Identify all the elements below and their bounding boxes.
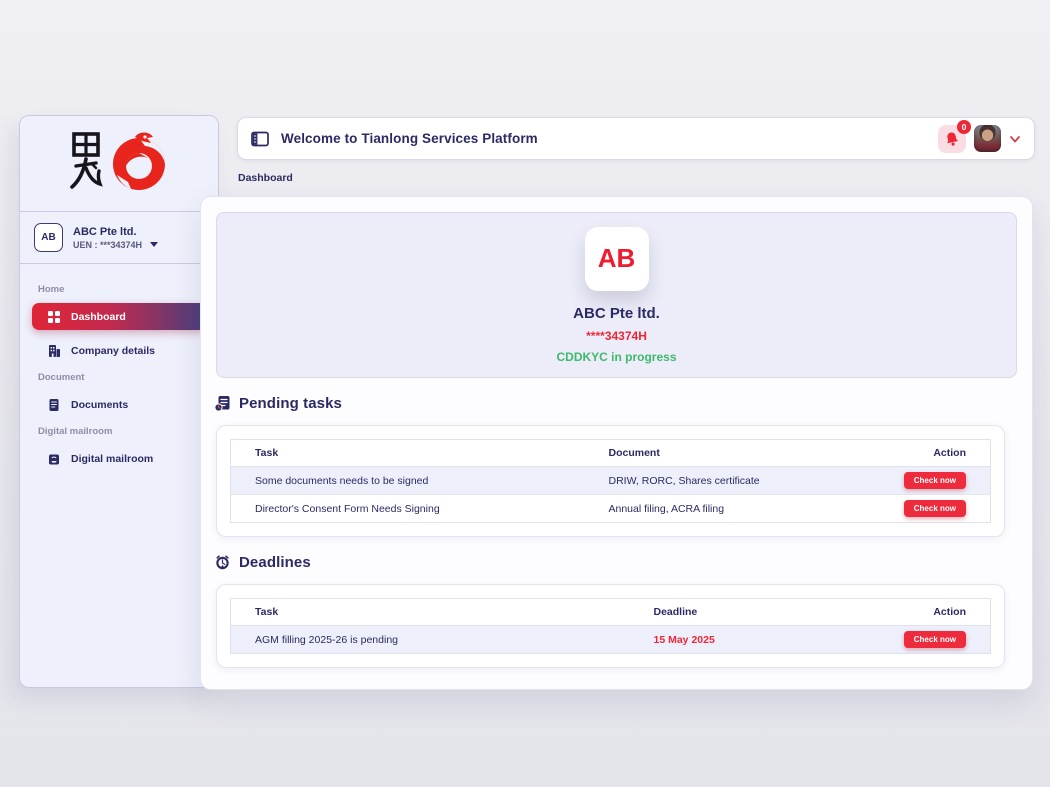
table-header-row: Task Deadline Action — [230, 598, 991, 626]
sidebar: AB ABC Pte ltd. UEN : ***34374H Home Das… — [19, 115, 219, 688]
pending-tasks-card: Task Document Action Some documents need… — [216, 425, 1005, 537]
column-header-action: Action — [842, 598, 991, 626]
logo-section — [20, 116, 218, 212]
main-content: AB ABC Pte ltd. ****34374H CDDKYC in pro… — [200, 196, 1033, 690]
check-now-button[interactable]: Check now — [903, 500, 966, 517]
breadcrumb: Dashboard — [238, 172, 293, 184]
company-selector[interactable]: AB ABC Pte ltd. UEN : ***34374H — [20, 212, 218, 264]
notifications-button[interactable]: 0 — [938, 119, 971, 153]
table-row: AGM filling 2025-26 is pending 15 May 20… — [230, 625, 991, 654]
avatar[interactable] — [974, 125, 1001, 152]
company-name: ABC Pte ltd. — [573, 304, 660, 322]
column-header-task: Task — [230, 598, 630, 626]
logo-characters-icon — [69, 130, 103, 197]
company-uen-masked: ****34374H — [586, 328, 647, 343]
check-now-button[interactable]: Check now — [903, 631, 966, 648]
company-selector-uen: UEN : ***34374H — [73, 239, 143, 250]
pending-tasks-heading: Pending tasks — [214, 395, 1017, 412]
building-icon — [47, 344, 61, 358]
deadline-cell: 15 May 2025 — [629, 625, 843, 654]
column-header-deadline: Deadline — [629, 598, 843, 626]
section-title: Deadlines — [239, 554, 311, 571]
sidebar-item-dashboard[interactable]: Dashboard — [32, 303, 206, 330]
deadlines-card: Task Deadline Action AGM filling 2025-26… — [216, 584, 1005, 668]
company-selector-name: ABC Pte ltd. — [73, 226, 137, 239]
column-header-task: Task — [230, 439, 585, 467]
chevron-down-icon — [150, 242, 159, 248]
panel-left-icon[interactable] — [251, 131, 269, 147]
sidebar-item-label: Digital mailroom — [71, 452, 154, 465]
sidebar-item-label: Dashboard — [71, 310, 126, 323]
phoenix-icon — [109, 129, 169, 198]
page-title: Welcome to Tianlong Services Platform — [281, 131, 538, 146]
document-icon — [47, 398, 61, 412]
kyc-status: CDDKYC in progress — [556, 349, 677, 364]
task-cell: Some documents needs to be signed — [230, 466, 585, 495]
topbar: Welcome to Tianlong Services Platform 0 — [237, 117, 1035, 160]
task-cell: Director's Consent Form Needs Signing — [255, 502, 440, 515]
sidebar-item-label: Company details — [71, 344, 156, 357]
sidebar-nav: Home Dashboard Company details Document … — [20, 264, 218, 472]
bell-icon — [947, 132, 959, 146]
sidebar-item-label: Documents — [71, 398, 129, 411]
column-header-document: Document — [584, 439, 843, 467]
table-header-row: Task Document Action — [230, 439, 991, 467]
nav-section-digital-mailroom: Digital mailroom — [38, 426, 113, 437]
document-cell: Annual filing, ACRA filing — [608, 502, 725, 515]
nav-section-document: Document — [38, 372, 85, 383]
chevron-down-icon[interactable] — [1009, 133, 1021, 145]
pending-tasks-table: Task Document Action Some documents need… — [230, 439, 991, 523]
company-initials-badge: AB — [34, 223, 63, 252]
table-row: Some documents needs to be signed DRIW, … — [230, 466, 991, 495]
sidebar-item-company-details[interactable]: Company details — [32, 337, 206, 364]
section-title: Pending tasks — [239, 395, 342, 412]
grid-icon — [47, 310, 61, 324]
nav-section-home: Home — [38, 284, 65, 295]
tianlong-logo — [69, 129, 169, 198]
notification-badge: 0 — [957, 119, 971, 134]
company-avatar: AB — [584, 226, 649, 291]
deadlines-heading: Deadlines — [214, 554, 1017, 571]
check-now-button[interactable]: Check now — [903, 472, 966, 489]
table-row: Director's Consent Form Needs Signing An… — [231, 495, 991, 523]
task-document-icon — [214, 395, 231, 412]
task-cell: AGM filling 2025-26 is pending — [230, 625, 630, 654]
sidebar-item-documents[interactable]: Documents — [32, 391, 206, 418]
company-summary-card: AB ABC Pte ltd. ****34374H CDDKYC in pro… — [216, 212, 1017, 378]
document-cell: DRIW, RORC, Shares certificate — [584, 466, 843, 495]
column-header-action: Action — [842, 439, 991, 467]
sidebar-item-digital-mailroom[interactable]: Digital mailroom — [32, 445, 206, 472]
deadlines-table: Task Deadline Action AGM filling 2025-26… — [230, 598, 991, 654]
inbox-icon — [47, 452, 61, 466]
alarm-clock-icon — [214, 554, 231, 571]
